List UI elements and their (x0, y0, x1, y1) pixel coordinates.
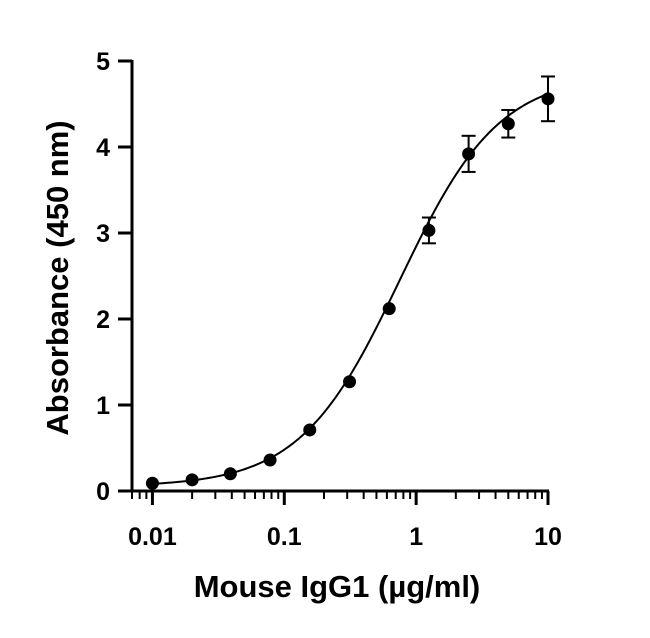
y-tick-label: 0 (96, 478, 110, 506)
data-point (382, 302, 396, 316)
axes (130, 60, 549, 493)
data-point (263, 453, 277, 467)
y-tick-label: 3 (96, 220, 110, 248)
x-tick-label: 0.1 (267, 523, 302, 551)
fit-curve (152, 92, 549, 485)
data-point (145, 476, 159, 490)
y-tick-label: 4 (96, 134, 110, 162)
data-points (145, 92, 555, 490)
data-point (185, 473, 199, 487)
x-tick-label: 10 (534, 523, 562, 551)
x-axis-ticks: 0.01 0.1 1 10 (128, 491, 562, 551)
fit-curve-group (152, 92, 549, 485)
data-point (501, 117, 515, 131)
data-point (462, 147, 476, 161)
y-tick-label: 1 (96, 392, 110, 420)
x-tick-label: 0.01 (128, 523, 177, 551)
data-point (541, 92, 555, 106)
error-bars (421, 75, 555, 245)
data-point (223, 467, 237, 481)
x-tick-label: 1 (409, 523, 423, 551)
y-axis-title: Absorbance (450 nm) (40, 120, 75, 435)
y-tick-label: 5 (96, 48, 110, 76)
data-point (422, 223, 436, 237)
y-axis-ticks: 0 1 2 3 4 5 (96, 48, 132, 506)
y-tick-label: 2 (96, 306, 110, 334)
data-point (343, 375, 357, 389)
data-point (303, 423, 317, 437)
x-axis-title: Mouse IgG1 (µg/ml) (194, 569, 481, 604)
